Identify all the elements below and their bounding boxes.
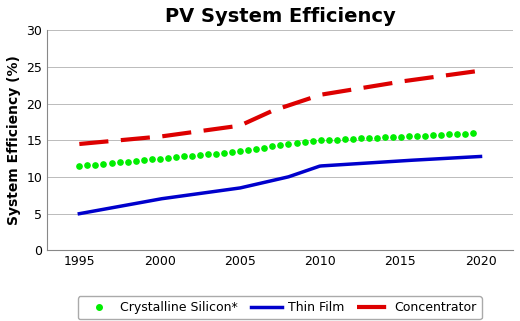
Y-axis label: System Efficiency (%): System Efficiency (%) [7, 56, 21, 225]
Title: PV System Efficiency: PV System Efficiency [164, 7, 395, 26]
Legend: Crystalline Silicon*, Thin Film, Concentrator: Crystalline Silicon*, Thin Film, Concent… [78, 296, 482, 319]
